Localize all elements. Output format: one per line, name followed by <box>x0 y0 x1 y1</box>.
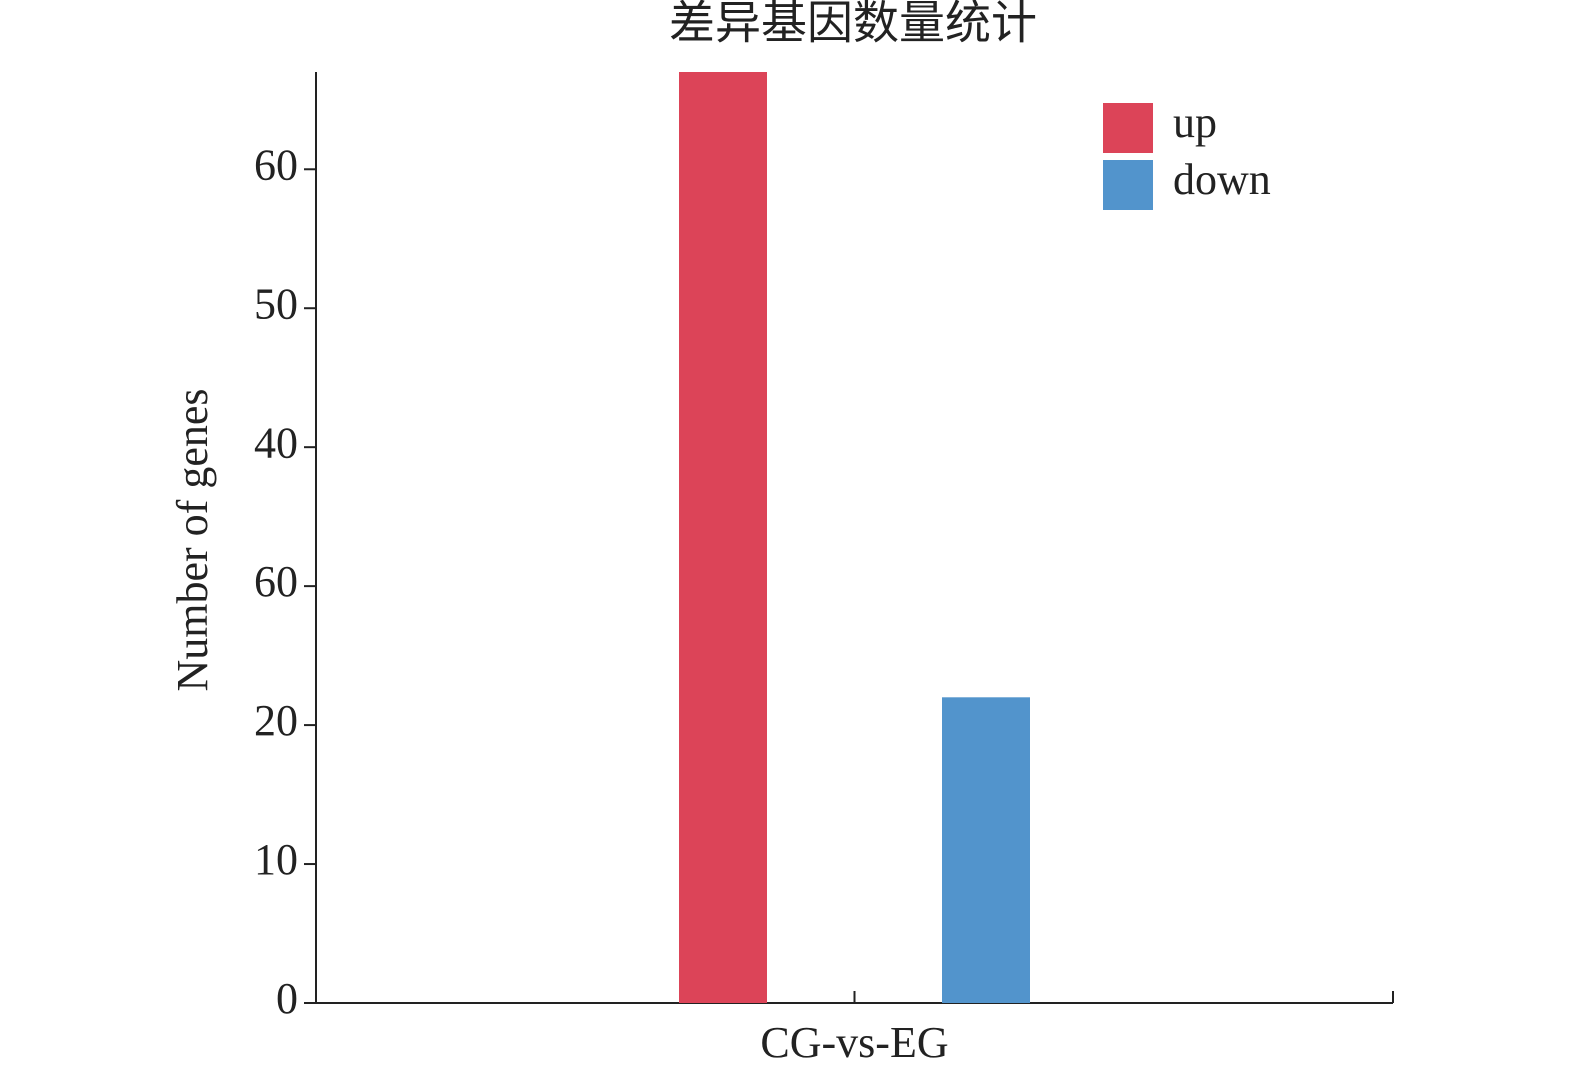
y-tick-label: 60 <box>254 557 298 606</box>
chart-title: 差异基因数量统计 <box>669 0 1037 49</box>
y-tick-label: 20 <box>254 696 298 745</box>
y-tick-label: 40 <box>254 418 298 467</box>
y-tick-label: 60 <box>254 140 298 189</box>
bar <box>679 72 767 1003</box>
bar <box>942 697 1030 1003</box>
y-tick-label: 0 <box>276 974 298 1023</box>
y-tick-label: 10 <box>254 835 298 884</box>
legend-label: down <box>1173 155 1271 204</box>
legend-label: up <box>1173 98 1217 147</box>
legend-swatch <box>1103 103 1153 153</box>
legend-swatch <box>1103 160 1153 210</box>
x-tick-label: CG-vs-EG <box>760 1018 948 1067</box>
y-axis-label: Number of genes <box>168 388 217 691</box>
y-tick-label: 50 <box>254 279 298 328</box>
